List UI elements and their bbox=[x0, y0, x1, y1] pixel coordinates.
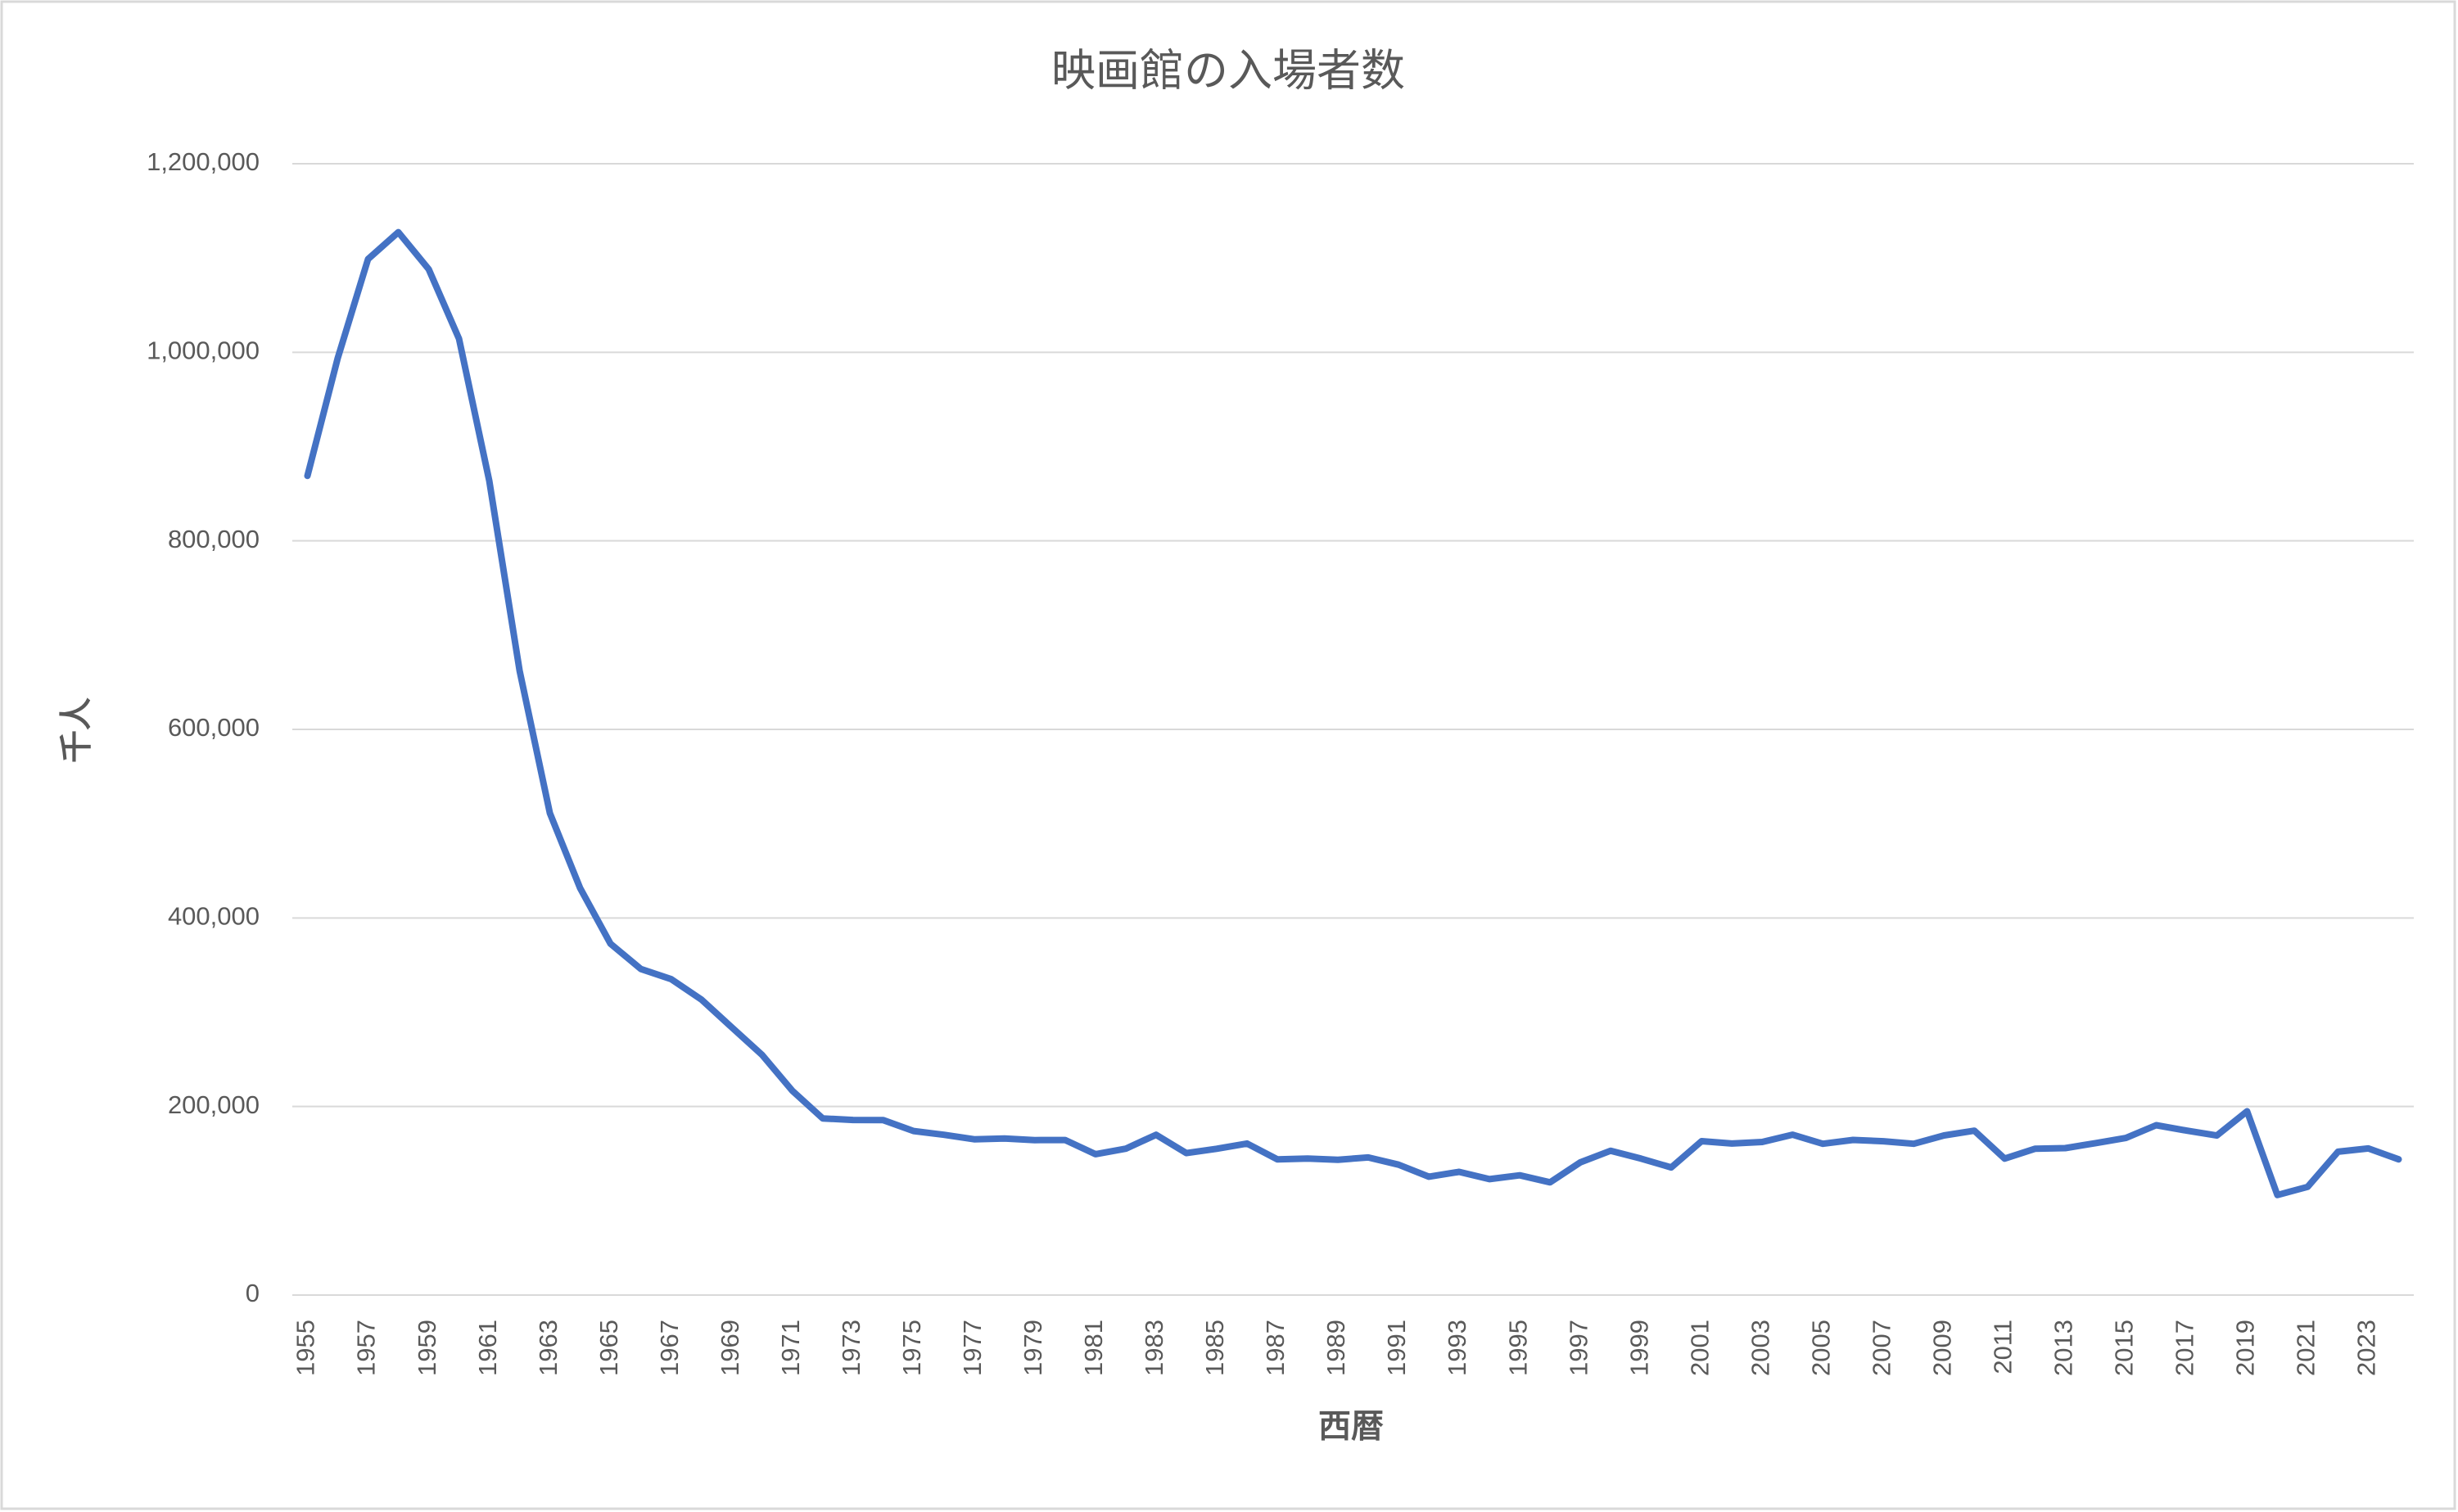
x-tick-label: 2009 bbox=[1927, 1320, 1956, 1376]
x-tick-label: 2011 bbox=[1988, 1320, 2017, 1374]
x-tick-label: 1995 bbox=[1503, 1320, 1532, 1376]
x-tick-label: 1997 bbox=[1564, 1320, 1593, 1376]
x-tick-label: 1983 bbox=[1140, 1320, 1168, 1376]
x-tick-label: 1991 bbox=[1382, 1320, 1411, 1376]
x-tick-label: 2019 bbox=[2231, 1320, 2260, 1376]
x-tick-label: 2017 bbox=[2171, 1320, 2199, 1376]
chart-title: 映画館の入場者数 bbox=[1051, 46, 1405, 95]
x-axis-title: 西暦 bbox=[1318, 1409, 1384, 1445]
y-axis-title: 千人 bbox=[59, 697, 95, 763]
x-tick-label: 1981 bbox=[1079, 1320, 1108, 1376]
x-tick-label: 2021 bbox=[2292, 1320, 2320, 1376]
x-tick-label: 1987 bbox=[1261, 1320, 1290, 1376]
y-tick-label: 800,000 bbox=[168, 525, 260, 553]
y-tick-label: 1,200,000 bbox=[147, 147, 260, 176]
x-tick-label: 1973 bbox=[837, 1320, 865, 1376]
data-line bbox=[304, 228, 2402, 1198]
x-tick-label: 1989 bbox=[1322, 1320, 1350, 1376]
x-tick-label: 1969 bbox=[716, 1320, 744, 1376]
x-tick-label: 1967 bbox=[655, 1320, 684, 1376]
x-tick-label: 2023 bbox=[2352, 1320, 2381, 1376]
x-tick-label: 1961 bbox=[473, 1320, 502, 1376]
x-tick-label: 1955 bbox=[291, 1320, 320, 1376]
x-tick-label: 2001 bbox=[1685, 1320, 1714, 1376]
x-tick-label: 2005 bbox=[1806, 1320, 1835, 1376]
x-tick-label: 1963 bbox=[534, 1320, 563, 1376]
x-tick-label: 1993 bbox=[1443, 1320, 1471, 1376]
x-tick-label: 1959 bbox=[413, 1320, 441, 1376]
y-tick-label: 400,000 bbox=[168, 902, 260, 931]
x-tick-label: 1965 bbox=[594, 1320, 623, 1376]
y-tick-label: 600,000 bbox=[168, 713, 260, 742]
y-tick-label: 0 bbox=[246, 1279, 260, 1307]
x-tick-label: 1975 bbox=[897, 1320, 926, 1376]
x-tick-label: 1977 bbox=[958, 1320, 987, 1376]
x-tick-label: 2007 bbox=[1867, 1320, 1895, 1376]
y-tick-label: 1,000,000 bbox=[147, 336, 260, 365]
x-tick-label: 2003 bbox=[1746, 1320, 1774, 1376]
x-tick-label: 1957 bbox=[352, 1320, 381, 1376]
x-tick-label: 1999 bbox=[1624, 1320, 1653, 1376]
x-tick-label: 1971 bbox=[776, 1320, 805, 1376]
x-tick-label: 2015 bbox=[2110, 1320, 2139, 1376]
x-tick-label: 2013 bbox=[2049, 1320, 2078, 1376]
y-tick-label: 200,000 bbox=[168, 1090, 260, 1119]
x-tick-label: 1985 bbox=[1200, 1320, 1229, 1376]
x-tick-label: 1979 bbox=[1019, 1320, 1047, 1376]
